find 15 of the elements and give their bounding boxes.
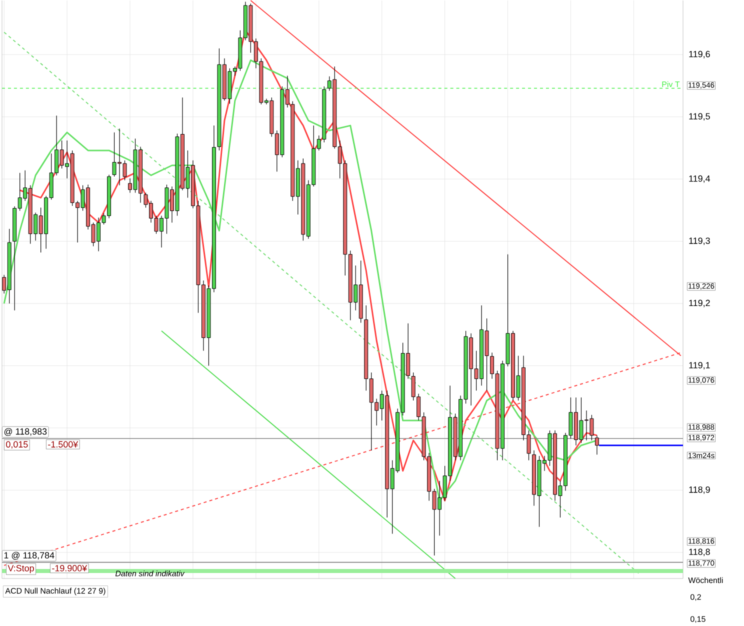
annotation: -19.900¥: [52, 565, 88, 572]
annotation: V:Stop: [8, 565, 34, 574]
y-tick-label: 119,5: [689, 113, 710, 121]
annotation: -1.500¥: [48, 441, 78, 448]
y-tick-label: 119,4: [689, 176, 710, 184]
y-tick-label: 119,6: [689, 51, 710, 59]
y-tick-label: 119,3: [689, 238, 710, 246]
candlestick: [594, 435, 599, 456]
ref-line-label: 1 @ 118,784: [4, 552, 54, 560]
ref-line-label: @ 118,983: [4, 428, 47, 436]
y-tick-label: 119,2: [689, 300, 710, 308]
y-tick-label: 119,1: [689, 362, 710, 370]
annotation: 0,015: [6, 441, 28, 449]
y-tick-label: 118,9: [689, 486, 710, 494]
y-tick-label: 118,8: [689, 548, 710, 556]
